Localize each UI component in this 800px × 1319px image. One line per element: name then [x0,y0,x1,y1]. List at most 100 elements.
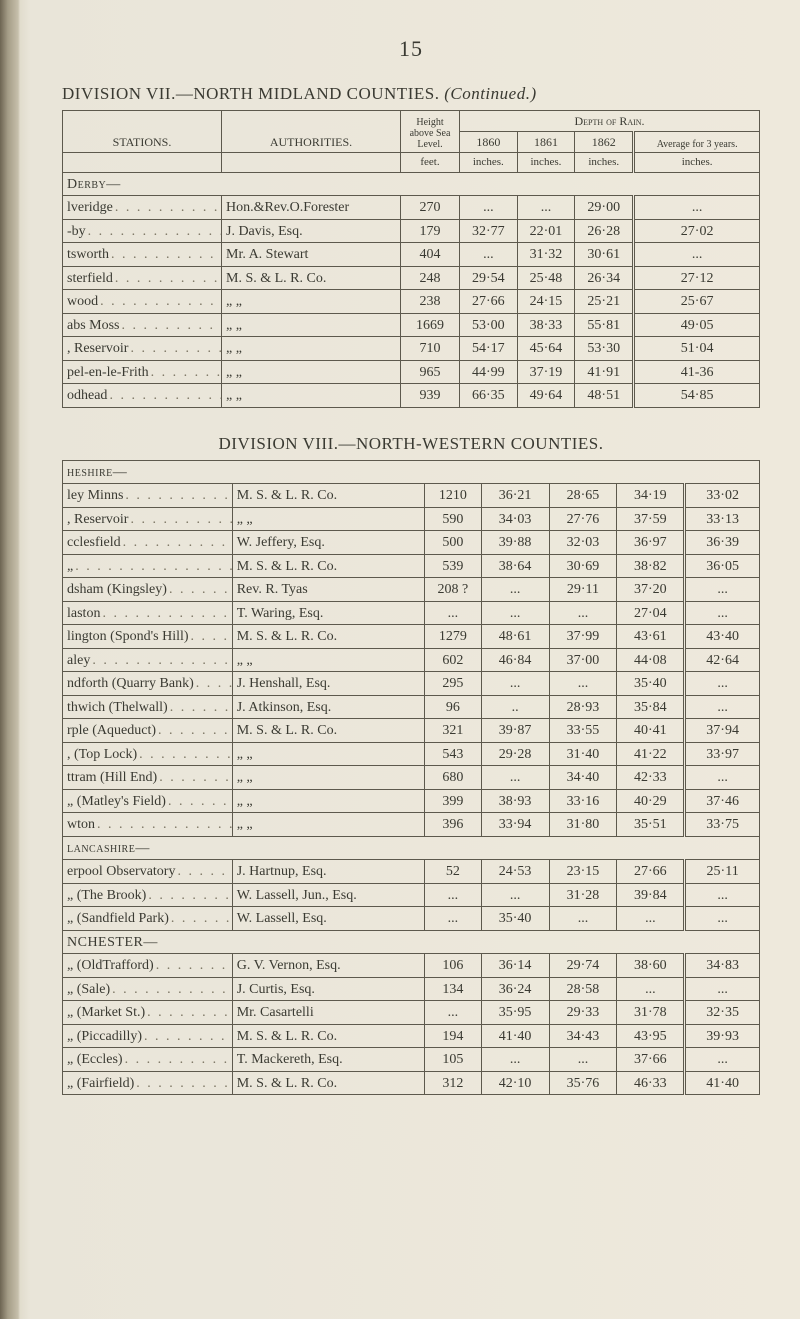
section-8-title: DIVISION VIII.—NORTH-WESTERN COUNTIES. [62,434,760,454]
cell: ... [481,672,549,696]
table-row: , Reservoir„ „59034·0327·7637·5933·13 [63,507,760,531]
cell: 40·29 [617,789,685,813]
cell: W. Lassell, Esq. [232,907,424,931]
table-row: „M. S. & L. R. Co.53938·6430·6938·8236·0… [63,554,760,578]
cell: 34·83 [685,954,760,978]
cell: ... [481,578,549,602]
cell: J. Davis, Esq. [222,219,401,243]
cell: M. S. & L. R. Co. [232,719,424,743]
group-label: lancashire— [63,836,760,860]
cell: „ „ [222,337,401,361]
cell: 31·80 [549,813,617,837]
unit-feet: feet. [401,153,460,173]
cell: „ (Sale) [63,977,233,1001]
cell: 28·58 [549,977,617,1001]
cell: ndforth (Quarry Bank) [63,672,233,696]
cell: lington (Spond's Hill) [63,625,233,649]
cell: 28·65 [549,484,617,508]
cell: 36·05 [685,554,760,578]
section-8-title-main: DIVISION VIII.—NORTH-WESTERN COUNTIES. [218,434,603,453]
cell: 965 [401,360,460,384]
table-row: -byJ. Davis, Esq.17932·7722·0126·2827·02 [63,219,760,243]
cell: J. Atkinson, Esq. [232,695,424,719]
cell: 42·33 [617,766,685,790]
cell: 194 [425,1024,482,1048]
cell: 35·40 [481,907,549,931]
cell: 25·48 [517,266,575,290]
cell: 51·04 [634,337,760,361]
cell: 939 [401,384,460,408]
table-row: rple (Aqueduct)M. S. & L. R. Co.32139·87… [63,719,760,743]
table-row: tsworthMr. A. Stewart404...31·3230·61... [63,243,760,267]
cell: 33·94 [481,813,549,837]
table-row: ley MinnsM. S. & L. R. Co.121036·2128·65… [63,484,760,508]
cell: 43·61 [617,625,685,649]
cell: 34·40 [549,766,617,790]
cell: , (Top Lock) [63,742,233,766]
table-row: „ (OldTrafford)G. V. Vernon, Esq.10636·1… [63,954,760,978]
table-row: , (Top Lock)„ „54329·2831·4041·2233·97 [63,742,760,766]
cell: 23·15 [549,860,617,884]
cell: 38·93 [481,789,549,813]
cell: 31·28 [549,883,617,907]
cell: , Reservoir [63,507,233,531]
cell: 29·28 [481,742,549,766]
cell: 35·84 [617,695,685,719]
binding-shadow [0,0,20,1319]
cell: 179 [401,219,460,243]
th-authorities: AUTHORITIES. [222,111,401,153]
cell: 37·59 [617,507,685,531]
cell: 270 [401,196,460,220]
cell: 1279 [425,625,482,649]
cell: 41·40 [685,1071,760,1095]
cell: 44·08 [617,648,685,672]
cell: T. Waring, Esq. [232,601,424,625]
th-stations: STATIONS. [63,111,222,153]
cell: 32·77 [460,219,518,243]
cell: 33·16 [549,789,617,813]
cell: 539 [425,554,482,578]
table-row: , Reservoir„ „71054·1745·6453·3051·04 [63,337,760,361]
cell: thwich (Thelwall) [63,695,233,719]
cell: „ (OldTrafford) [63,954,233,978]
cell: 25·11 [685,860,760,884]
cell: 26·34 [575,266,634,290]
cell: 31·40 [549,742,617,766]
cell: 29·11 [549,578,617,602]
cell: 396 [425,813,482,837]
cell: 31·78 [617,1001,685,1025]
cell: ley Minns [63,484,233,508]
cell: 543 [425,742,482,766]
cell: 1210 [425,484,482,508]
page: 15 DIVISION VII.—NORTH MIDLAND COUNTIES.… [0,0,800,1319]
cell: 37·66 [617,1048,685,1072]
cell: ... [549,601,617,625]
cell: ... [685,1048,760,1072]
cell: M. S. & L. R. Co. [232,554,424,578]
table-8-body: heshire— ley MinnsM. S. & L. R. Co.12103… [63,460,760,1095]
cell: 404 [401,243,460,267]
table-row: thwich (Thelwall)J. Atkinson, Esq.96..28… [63,695,760,719]
cell: Mr. A. Stewart [222,243,401,267]
cell: 43·40 [685,625,760,649]
cell: 38·60 [617,954,685,978]
cell: 52 [425,860,482,884]
cell: odhead [63,384,222,408]
unit-inches-1: inches. [460,153,518,173]
cell: ... [685,907,760,931]
cell: rple (Aqueduct) [63,719,233,743]
section-7-title-main: DIVISION VII.—NORTH MIDLAND COUNTIES. [62,84,439,103]
cell: , Reservoir [63,337,222,361]
cell: „ „ [232,742,424,766]
cell: 105 [425,1048,482,1072]
cell: 41·40 [481,1024,549,1048]
table-row: sterfieldM. S. & L. R. Co.24829·5425·482… [63,266,760,290]
cell: 248 [401,266,460,290]
cell: 41-36 [634,360,760,384]
cell: 66·35 [460,384,518,408]
cell: ... [685,883,760,907]
cell: 54·17 [460,337,518,361]
cell: 295 [425,672,482,696]
cell: ... [460,196,518,220]
cell: 602 [425,648,482,672]
